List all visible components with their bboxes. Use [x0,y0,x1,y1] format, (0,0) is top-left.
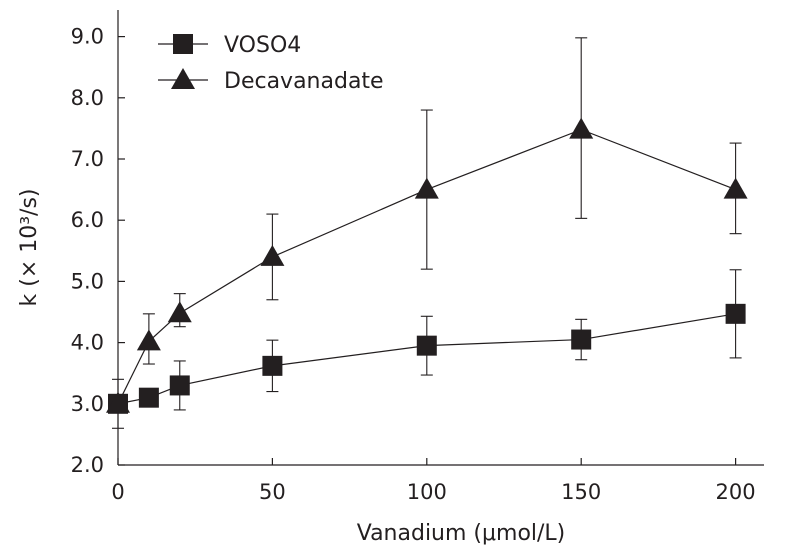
legend-label: VOSO4 [224,33,301,58]
triangle-marker [167,301,192,323]
triangle-marker [106,391,130,413]
square-marker [138,387,159,408]
legend-label: Decavanadate [224,69,384,94]
triangle-marker [723,177,748,199]
x-tick-label: 200 [716,480,756,504]
triangle-marker [136,329,161,351]
square-marker [571,329,592,350]
square-marker [169,375,190,396]
triangle-marker [171,68,195,89]
y-axis-title: k (× 10³/s) [17,188,42,306]
y-tick-label: 4.0 [71,331,104,355]
triangle-marker [569,117,594,139]
y-tick-label: 3.0 [71,392,104,416]
x-tick-label: 50 [259,480,286,504]
square-marker [725,303,746,324]
y-tick-label: 8.0 [71,86,104,110]
y-tick-label: 6.0 [71,208,104,232]
square-marker [173,34,193,54]
y-tick-label: 5.0 [71,269,104,293]
error-bars [112,37,742,429]
y-tick-label: 2.0 [71,453,104,477]
y-tick-label: 9.0 [71,25,104,49]
square-marker [262,355,283,376]
x-axis-title: Vanadium (μmol/L) [357,521,566,546]
triangle-marker [260,244,285,266]
legend: VOSO4 Decavanadate [158,33,384,94]
series-markers [106,117,748,414]
square-marker [416,335,437,356]
triangle-marker [414,177,439,199]
axes: 2.0 3.0 4.0 5.0 6.0 7.0 8.0 9.0 0 50 100 150 200 [71,10,764,504]
y-tick-label: 7.0 [71,147,104,171]
x-tick-label: 100 [407,480,447,504]
x-tick-label: 150 [561,480,601,504]
x-tick-label: 0 [111,480,124,504]
